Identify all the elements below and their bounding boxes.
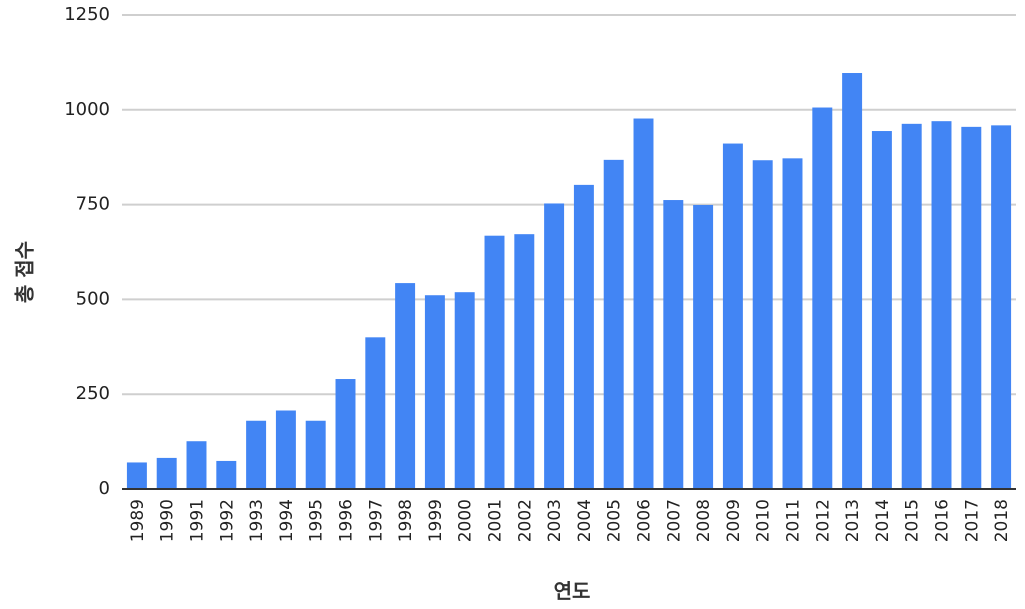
y-tick-label: 0	[99, 478, 110, 499]
x-tick-label: 2013	[843, 499, 863, 542]
bar-2018	[991, 125, 1012, 489]
x-tick-label: 2001	[486, 499, 506, 542]
x-axis-title: 연도	[554, 579, 591, 603]
x-tick-label: 2006	[635, 499, 655, 542]
x-tick-label: 1994	[277, 499, 297, 542]
bar-2015	[901, 123, 922, 490]
x-tick-label: 2011	[784, 499, 804, 542]
x-tick-label: 2003	[545, 499, 565, 542]
bar-2006	[633, 118, 654, 489]
x-tick-label: 2018	[992, 499, 1012, 542]
bar-2016	[931, 121, 952, 490]
gridlines	[122, 14, 1016, 396]
y-axis-title: 총 접수	[13, 241, 37, 303]
x-tick-label: 1992	[217, 499, 237, 542]
bar-2003	[544, 203, 565, 489]
bar-2014	[871, 131, 892, 489]
bar-2010	[752, 160, 773, 490]
bar-1999	[424, 295, 445, 489]
bar-2011	[782, 158, 803, 490]
x-tick-label: 2008	[694, 499, 714, 542]
x-tick-label: 1997	[366, 499, 386, 542]
bar-1997	[365, 337, 386, 489]
bars	[126, 73, 1012, 490]
bar-2017	[961, 126, 982, 489]
bar-1990	[156, 457, 177, 489]
bar-2009	[722, 143, 743, 489]
bar-2002	[514, 234, 535, 489]
x-tick-label: 2005	[605, 499, 625, 542]
x-tick-label: 2004	[575, 499, 595, 542]
x-tick-label: 2016	[933, 499, 953, 542]
bar-1993	[246, 420, 267, 489]
bar-2012	[812, 107, 833, 489]
bar-1992	[216, 460, 237, 489]
bar-2008	[693, 204, 714, 490]
x-tick-label: 2010	[754, 499, 774, 542]
x-tick-label: 1999	[426, 499, 446, 542]
bar-1994	[275, 410, 296, 489]
bar-2007	[663, 200, 684, 489]
x-axis-ticks: 1989 1990 1991 1992 1993 1994 1995 1996 1997 1998…	[128, 499, 1012, 542]
bar-1998	[395, 283, 416, 489]
y-tick-label: 1250	[64, 4, 110, 25]
y-tick-label: 250	[76, 383, 110, 404]
bar-2001	[484, 235, 505, 489]
x-tick-label: 2000	[456, 499, 476, 542]
bar-1989	[126, 462, 147, 489]
x-tick-label: 2009	[724, 499, 744, 542]
x-tick-label: 1996	[337, 499, 357, 542]
x-tick-label: 2012	[813, 499, 833, 542]
bar-1991	[186, 441, 207, 489]
x-tick-label: 2002	[515, 499, 535, 542]
bar-1995	[305, 420, 326, 489]
y-tick-label: 500	[76, 288, 110, 309]
x-tick-label: 2015	[903, 499, 923, 542]
bar-2004	[573, 184, 594, 490]
x-tick-label: 1991	[188, 499, 208, 542]
y-tick-label: 1000	[64, 99, 110, 120]
bar-2000	[454, 292, 475, 489]
y-tick-label: 750	[76, 194, 110, 215]
x-tick-label: 1995	[307, 499, 327, 542]
x-tick-label: 1990	[158, 499, 178, 542]
bar-1996	[335, 379, 356, 489]
x-tick-label: 1993	[247, 499, 267, 542]
x-tick-label: 2007	[664, 499, 684, 542]
bar-2013	[842, 73, 863, 489]
x-tick-label: 1989	[128, 499, 148, 542]
y-axis-ticks: 0 250 500 750 1000 1250	[64, 4, 110, 499]
x-tick-label: 2017	[962, 499, 982, 542]
x-tick-label: 1998	[396, 499, 416, 542]
bar-2005	[603, 159, 624, 489]
x-tick-label: 2014	[873, 499, 893, 542]
